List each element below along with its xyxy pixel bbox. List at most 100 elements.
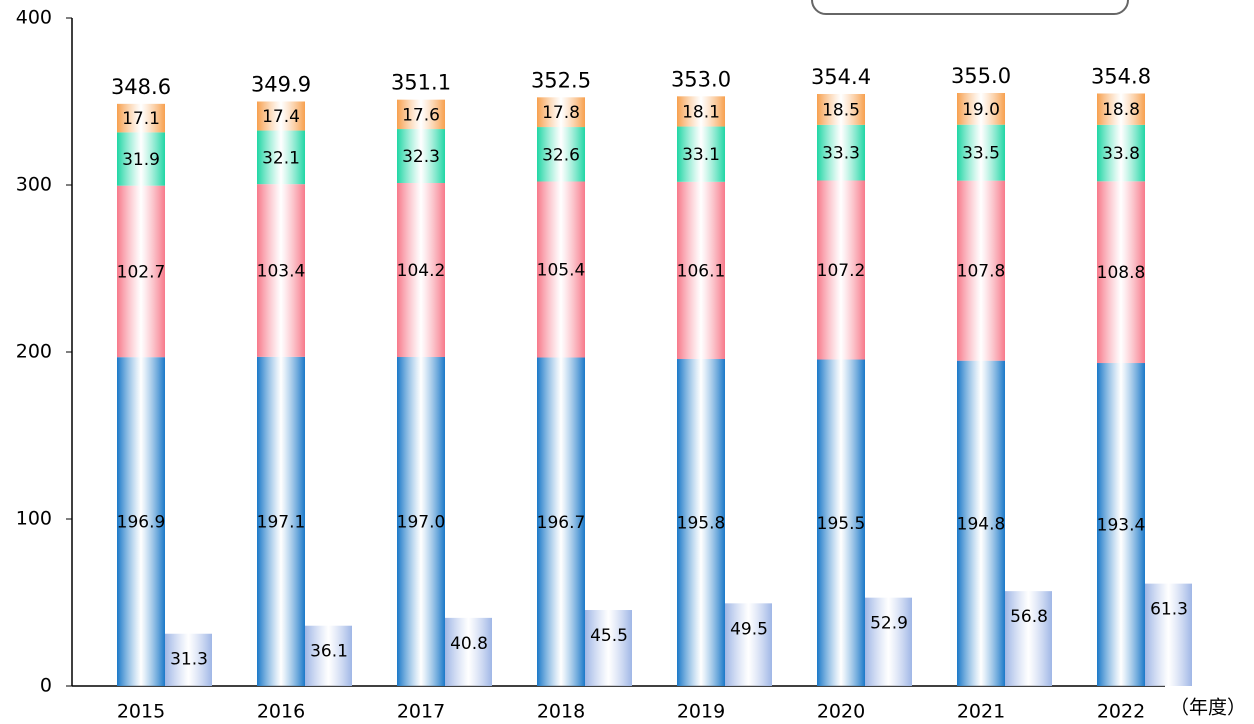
side-bar [865,597,912,686]
value-label: 194.8 [957,514,1006,534]
legend [811,0,1129,15]
bar-segment [257,130,305,185]
total-label: 354.4 [811,65,871,89]
value-label: 195.5 [817,514,866,534]
y-tick-label: 100 [16,508,52,530]
value-label: 61.3 [1150,600,1188,620]
bar-segment [537,127,585,182]
y-tick-label: 400 [16,7,52,29]
x-tick-label: 2019 [677,701,725,723]
bar-segment [257,184,305,357]
bar-segment [817,180,865,360]
legend-box [811,0,1129,15]
x-tick-label: 2017 [397,701,445,723]
total-label: 349.9 [251,73,311,97]
bar-segment [117,103,165,133]
value-label: 33.8 [1102,144,1140,164]
bar-segment [957,92,1005,125]
value-label: 17.8 [542,103,580,123]
value-label: 17.1 [122,109,160,129]
value-label: 19.0 [962,100,1000,120]
side-bar [585,610,632,686]
value-label: 104.2 [397,261,446,281]
bar-segment [397,99,445,130]
x-tick-label: 2016 [257,701,305,723]
bar-segment [257,101,305,131]
bar-segment [397,129,445,183]
side-bar [1145,583,1192,686]
side-bar [725,603,772,686]
value-label: 195.8 [677,514,726,534]
total-label: 355.0 [951,64,1011,88]
bar-segment [117,132,165,186]
bar-segment [537,181,585,358]
value-label: 17.4 [262,107,300,127]
value-label: 33.5 [962,144,1000,164]
side-bar [445,617,492,686]
value-label: 193.4 [1097,516,1146,536]
x-tick-label: 2021 [957,701,1005,723]
x-axis-label: （年度） [1170,697,1246,719]
value-label: 197.0 [397,513,446,533]
value-label: 52.9 [870,614,908,634]
value-label: 45.5 [590,626,628,646]
value-label: 49.5 [730,619,768,639]
bar-segment [257,356,305,686]
value-label: 102.7 [117,262,166,282]
x-tick-label: 2015 [117,701,165,723]
bar-segment [397,182,445,358]
total-label: 352.5 [531,68,591,92]
value-label: 18.8 [1102,100,1140,120]
value-label: 56.8 [1010,607,1048,627]
value-label: 33.3 [822,144,860,164]
x-tick-label: 2018 [537,701,585,723]
side-bar [165,633,212,686]
value-label: 32.6 [542,145,580,165]
value-label: 103.4 [257,262,306,282]
bar-segment [1097,93,1145,125]
bar-segment [117,357,165,686]
side-bar [1005,591,1052,686]
value-label: 107.2 [817,261,866,281]
value-label: 32.1 [262,148,300,168]
total-label: 354.8 [1091,64,1151,88]
bar-segment [397,357,445,686]
bar-segment [537,97,585,128]
total-label: 351.1 [391,71,451,95]
value-label: 106.1 [677,261,726,281]
bar-segment [957,360,1005,686]
total-label: 348.6 [111,75,171,99]
x-tick-label: 2022 [1097,701,1145,723]
value-label: 33.1 [682,145,720,165]
bar-segment [1097,181,1145,364]
side-bar [305,625,352,686]
value-label: 18.1 [682,102,720,122]
bar-segment [957,180,1005,361]
bar-segment [817,124,865,181]
value-label: 31.9 [122,150,160,170]
bar-segment [817,93,865,125]
bar-segment [1097,363,1145,686]
value-label: 40.8 [450,634,488,654]
bar-segment [1097,124,1145,182]
value-label: 105.4 [537,261,586,281]
y-tick-label: 200 [16,341,52,363]
bar-segment [677,181,725,360]
bar-segment [537,357,585,686]
value-label: 31.3 [170,650,208,670]
bar-segment [677,96,725,127]
y-tick-label: 300 [16,174,52,196]
x-tick-label: 2020 [817,701,865,723]
value-label: 107.8 [957,262,1006,282]
value-label: 196.9 [117,513,166,533]
bar-segment [957,124,1005,181]
value-label: 197.1 [257,512,306,532]
y-tick-label: 0 [40,675,52,697]
total-label: 353.0 [671,67,731,91]
bar-segment [117,185,165,358]
value-label: 18.5 [822,100,860,120]
bar-segment [677,126,725,182]
bar-segment [817,359,865,686]
value-label: 196.7 [537,513,586,533]
